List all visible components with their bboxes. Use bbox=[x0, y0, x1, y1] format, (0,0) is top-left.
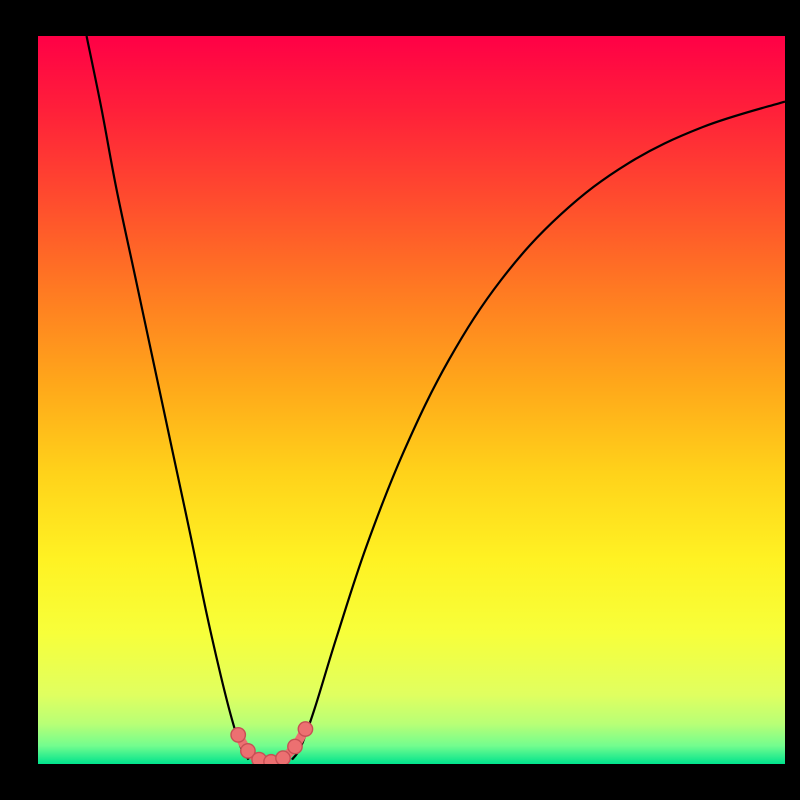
valley-marker-dot bbox=[231, 728, 245, 742]
chart-canvas bbox=[0, 0, 800, 800]
frame-right bbox=[785, 0, 800, 800]
frame-left bbox=[0, 0, 38, 800]
plot-background bbox=[38, 36, 785, 764]
valley-marker-dot bbox=[298, 722, 312, 736]
frame-top bbox=[0, 0, 800, 36]
frame-bottom bbox=[0, 764, 800, 800]
valley-marker-dot bbox=[288, 739, 302, 753]
